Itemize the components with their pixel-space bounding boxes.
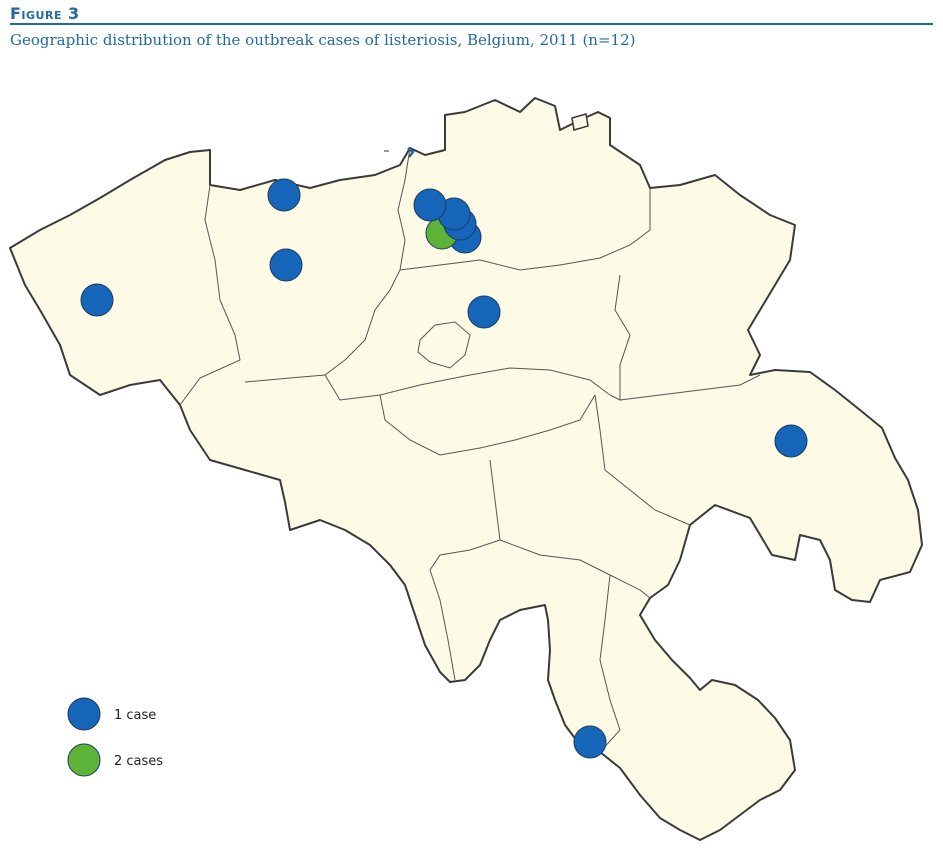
scheldt-mouth-mark [407,147,415,158]
province-borders [179,147,761,753]
border-flemish-brabant-walloon [324,367,621,401]
border-west-flanders-hainaut [179,184,241,406]
border-limburg-liege [614,274,761,401]
case-marker-1-case [80,283,114,317]
case-marker-1-case [267,178,301,212]
case-marker-1-case [413,188,447,222]
belgium-outline [9,97,923,841]
brussels-region [417,321,471,369]
case-marker-1-case [269,248,303,282]
baarle-enclave [571,113,589,131]
border-luxembourg-west [599,574,621,753]
border-walloon-brabant-hainaut [379,394,596,456]
legend-label-1-case: 1 case [114,708,156,723]
legend: 1 case 2 cases [67,697,163,777]
legend-swatch-2-cases [67,743,101,777]
coast-mark [384,150,389,152]
figure-label: Figure 3 [10,4,80,23]
legend-swatch-1-case [67,697,101,731]
border-antwerp-south [399,188,651,271]
border-namur-liege [594,394,691,526]
case-markers [80,178,808,759]
case-marker-1-case [467,295,501,329]
border-east-flanders [244,147,411,383]
case-marker-1-case [774,424,808,458]
border-namur-luxembourg [499,539,651,599]
border-hainaut-namur [429,459,501,681]
title-rule [10,23,933,25]
legend-label-2-cases: 2 cases [114,754,163,769]
case-marker-1-case [573,725,607,759]
figure-caption: Geographic distribution of the outbreak … [10,31,636,49]
